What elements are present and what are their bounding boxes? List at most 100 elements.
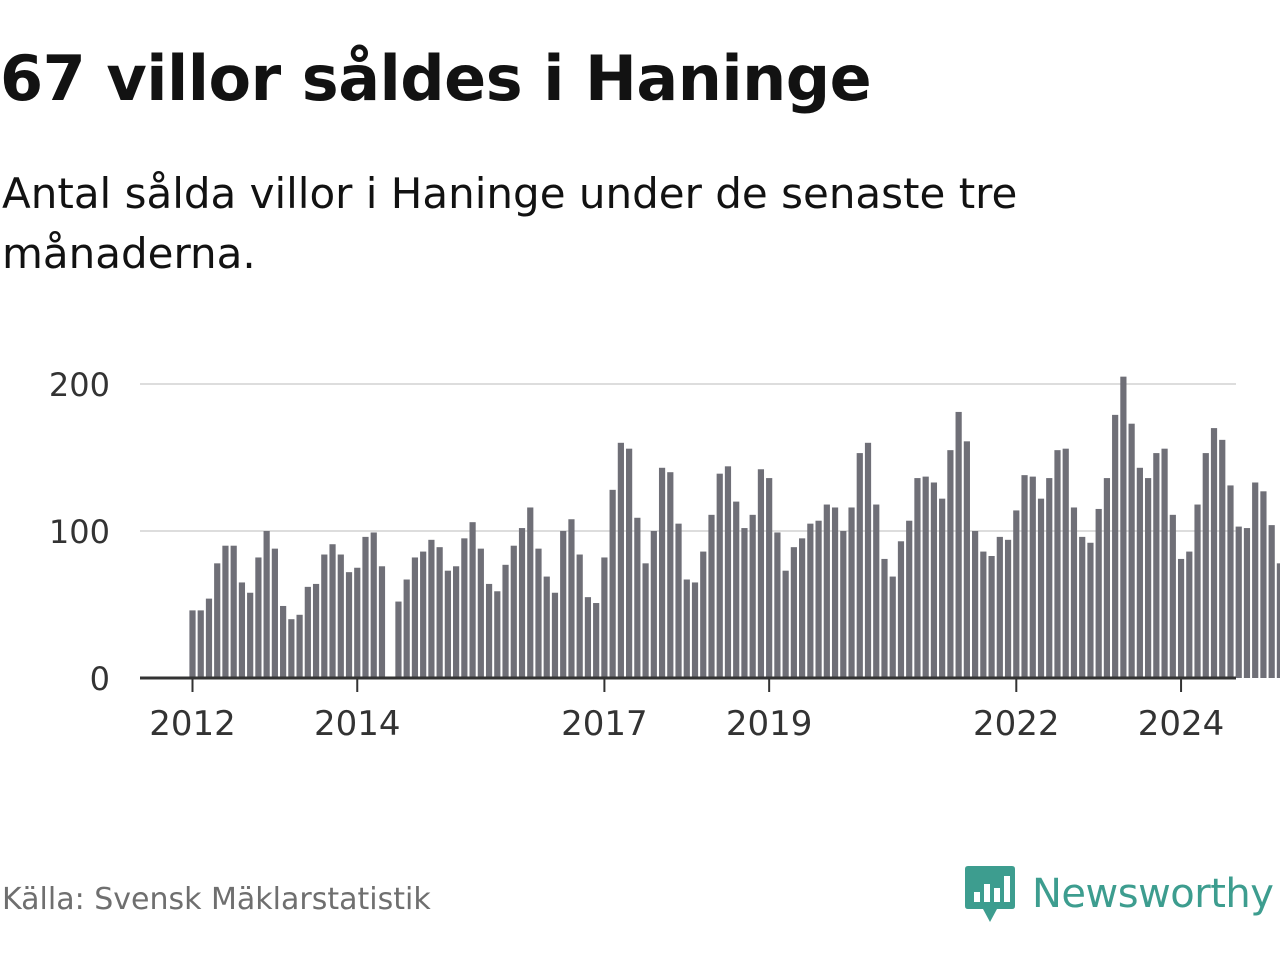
bar: [1161, 448, 1168, 678]
bar: [535, 548, 542, 678]
bar: [304, 586, 311, 678]
source-note: Källa: Svensk Mäklarstatistik: [2, 882, 431, 917]
bar: [1070, 507, 1078, 678]
bar: [312, 583, 320, 678]
x-tick-label: 2019: [726, 704, 813, 744]
bar: [238, 582, 246, 678]
bar: [766, 478, 773, 678]
bar: [543, 576, 550, 678]
chart-gridlines: [140, 383, 1236, 532]
bar: [807, 523, 814, 678]
bar: [1103, 478, 1111, 678]
bar: [799, 538, 806, 678]
bar: [601, 557, 608, 678]
bar: [197, 610, 204, 678]
bar: [428, 539, 435, 678]
bar: [1243, 528, 1251, 678]
bar: [1136, 467, 1143, 678]
chart-bars: [189, 376, 1280, 678]
bar: [815, 520, 822, 678]
bar: [1268, 525, 1275, 678]
bar: [675, 523, 682, 678]
bar: [1037, 498, 1045, 678]
bar: [708, 514, 715, 678]
chart-subtitle: Antal sålda villor i Haninge under de se…: [2, 169, 1018, 278]
bar: [617, 442, 624, 678]
bar: [469, 522, 476, 678]
bar: [1120, 376, 1127, 678]
bar: [889, 576, 896, 678]
bar: [395, 601, 402, 678]
bar: [914, 478, 921, 678]
bar: [972, 531, 979, 678]
bar: [658, 467, 666, 678]
bar: [494, 591, 501, 678]
bar: [1004, 539, 1012, 678]
bar: [1186, 551, 1193, 678]
bar: [1227, 485, 1234, 678]
bar: [1260, 491, 1267, 678]
x-tick-label: 2014: [314, 704, 401, 744]
bar: [1046, 478, 1053, 678]
bar: [247, 592, 254, 678]
bar: [288, 619, 295, 678]
bar: [1029, 476, 1036, 678]
bar: [930, 482, 938, 678]
bar: [576, 554, 583, 678]
bar: [255, 557, 262, 678]
bar: [502, 564, 509, 678]
bar: [1177, 558, 1185, 678]
bar: [947, 450, 954, 678]
bar: [1079, 536, 1086, 678]
bar: [1202, 453, 1209, 678]
bar: [551, 592, 559, 678]
bar: [420, 551, 427, 678]
bar: [1054, 450, 1061, 678]
x-tick-label: 2022: [973, 704, 1060, 744]
bar: [477, 548, 484, 678]
bar: [922, 476, 929, 678]
bar: [1252, 482, 1259, 678]
x-tick-label: 2017: [561, 704, 648, 744]
bar: [790, 547, 797, 678]
chart-labels: 010020020122014201720192022202467: [49, 366, 1224, 744]
bar: [996, 536, 1003, 678]
bar: [864, 442, 872, 678]
bar: [741, 528, 748, 678]
page-title: 67 villor såldes i Haninge: [0, 42, 872, 115]
bar: [436, 547, 443, 678]
bar: [700, 551, 707, 678]
bar: [831, 507, 839, 678]
y-tick-label: 200: [49, 366, 110, 404]
y-tick-label: 100: [49, 513, 110, 551]
bar: [988, 555, 995, 678]
bar: [453, 566, 460, 678]
bar: [337, 554, 344, 678]
bar: [667, 472, 674, 678]
bar: [1095, 508, 1102, 678]
bar: [1013, 510, 1020, 678]
bar: [856, 453, 863, 678]
bar: [510, 545, 517, 678]
bar: [321, 554, 328, 678]
bar: [642, 563, 649, 678]
bar: [527, 507, 534, 678]
bar: [980, 551, 987, 678]
brand-logo[interactable]: Newsworthy: [964, 864, 1274, 924]
bar: [593, 603, 600, 678]
bar: [230, 545, 237, 678]
bar: [897, 541, 905, 678]
bar: [749, 514, 756, 678]
bar: [650, 531, 657, 678]
bar: [362, 536, 369, 678]
bar: [724, 466, 732, 678]
bar: [1276, 563, 1280, 678]
bar: [823, 504, 830, 678]
bar: [1021, 475, 1028, 678]
bar: [1087, 542, 1094, 678]
bar: [189, 610, 196, 678]
bar: [444, 570, 451, 678]
bar: [716, 473, 723, 678]
bar: [906, 520, 913, 678]
newsworthy-logo-icon: [965, 866, 1015, 922]
